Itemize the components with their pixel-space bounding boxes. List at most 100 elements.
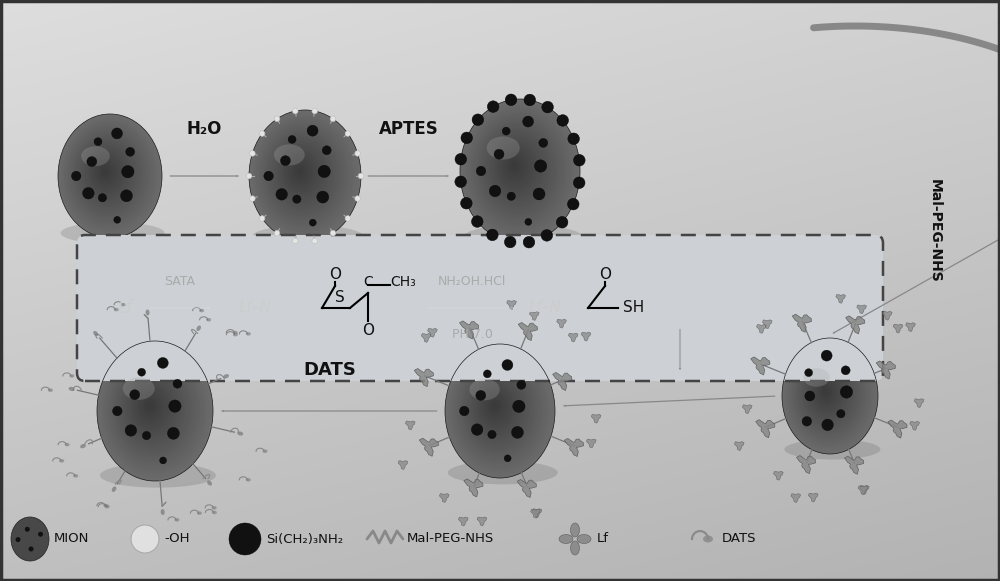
Ellipse shape bbox=[77, 137, 139, 211]
Polygon shape bbox=[876, 361, 895, 379]
Polygon shape bbox=[464, 479, 483, 497]
Ellipse shape bbox=[249, 110, 361, 242]
Text: DATS: DATS bbox=[304, 361, 356, 379]
Ellipse shape bbox=[476, 383, 517, 432]
Circle shape bbox=[805, 369, 813, 376]
Circle shape bbox=[114, 216, 121, 223]
Ellipse shape bbox=[470, 375, 525, 442]
Polygon shape bbox=[517, 479, 536, 497]
Polygon shape bbox=[773, 471, 783, 480]
Circle shape bbox=[293, 195, 301, 203]
Ellipse shape bbox=[465, 369, 531, 449]
Circle shape bbox=[523, 116, 534, 127]
Polygon shape bbox=[477, 517, 487, 526]
Circle shape bbox=[274, 116, 280, 121]
Ellipse shape bbox=[121, 303, 126, 306]
Ellipse shape bbox=[486, 395, 505, 418]
Circle shape bbox=[483, 370, 491, 378]
Ellipse shape bbox=[81, 142, 133, 205]
Polygon shape bbox=[742, 405, 752, 414]
Ellipse shape bbox=[284, 152, 318, 192]
Ellipse shape bbox=[293, 163, 308, 180]
Ellipse shape bbox=[88, 150, 126, 196]
Ellipse shape bbox=[278, 145, 326, 202]
Circle shape bbox=[355, 150, 360, 156]
Text: CH₃: CH₃ bbox=[390, 275, 416, 289]
Circle shape bbox=[317, 191, 329, 203]
Ellipse shape bbox=[786, 343, 873, 448]
Circle shape bbox=[38, 532, 43, 537]
Ellipse shape bbox=[257, 120, 351, 230]
Polygon shape bbox=[857, 305, 866, 314]
Ellipse shape bbox=[261, 124, 347, 225]
Ellipse shape bbox=[817, 381, 836, 404]
Ellipse shape bbox=[142, 397, 158, 415]
Ellipse shape bbox=[464, 103, 576, 238]
Circle shape bbox=[322, 146, 331, 155]
Ellipse shape bbox=[490, 400, 501, 413]
Ellipse shape bbox=[212, 506, 217, 510]
Circle shape bbox=[71, 171, 81, 181]
Ellipse shape bbox=[798, 357, 859, 431]
Circle shape bbox=[259, 131, 265, 137]
Ellipse shape bbox=[271, 137, 334, 211]
Ellipse shape bbox=[488, 397, 503, 415]
Ellipse shape bbox=[99, 343, 211, 479]
Polygon shape bbox=[796, 456, 816, 474]
Ellipse shape bbox=[144, 399, 156, 413]
Ellipse shape bbox=[473, 114, 565, 225]
Ellipse shape bbox=[246, 478, 251, 482]
Ellipse shape bbox=[785, 342, 874, 450]
Ellipse shape bbox=[814, 377, 839, 408]
Ellipse shape bbox=[132, 384, 170, 431]
Circle shape bbox=[556, 217, 568, 228]
Circle shape bbox=[309, 219, 316, 226]
Ellipse shape bbox=[491, 401, 499, 410]
Circle shape bbox=[98, 193, 107, 202]
Ellipse shape bbox=[463, 367, 533, 451]
Circle shape bbox=[330, 230, 336, 236]
Ellipse shape bbox=[570, 541, 580, 555]
Circle shape bbox=[525, 218, 532, 225]
Ellipse shape bbox=[487, 137, 520, 159]
Ellipse shape bbox=[570, 523, 580, 537]
Circle shape bbox=[276, 188, 288, 200]
Circle shape bbox=[494, 149, 504, 159]
Ellipse shape bbox=[471, 377, 523, 439]
Ellipse shape bbox=[294, 164, 306, 178]
Ellipse shape bbox=[460, 99, 580, 243]
Ellipse shape bbox=[782, 338, 878, 454]
Ellipse shape bbox=[480, 123, 556, 214]
Ellipse shape bbox=[134, 386, 168, 428]
Ellipse shape bbox=[462, 101, 578, 241]
Circle shape bbox=[805, 391, 815, 401]
Polygon shape bbox=[792, 314, 811, 332]
Ellipse shape bbox=[448, 461, 558, 485]
Ellipse shape bbox=[73, 474, 78, 478]
Circle shape bbox=[476, 390, 486, 400]
Circle shape bbox=[126, 148, 135, 156]
Ellipse shape bbox=[788, 345, 871, 446]
Ellipse shape bbox=[246, 332, 251, 336]
Ellipse shape bbox=[448, 348, 551, 473]
Ellipse shape bbox=[298, 168, 301, 173]
Polygon shape bbox=[531, 509, 540, 518]
Polygon shape bbox=[893, 324, 903, 333]
Polygon shape bbox=[846, 316, 865, 334]
Ellipse shape bbox=[485, 393, 507, 420]
Ellipse shape bbox=[146, 310, 150, 315]
Ellipse shape bbox=[146, 401, 153, 410]
Circle shape bbox=[502, 360, 513, 371]
Circle shape bbox=[130, 390, 140, 400]
Ellipse shape bbox=[259, 122, 349, 228]
Polygon shape bbox=[734, 442, 744, 450]
Ellipse shape bbox=[478, 385, 515, 430]
Ellipse shape bbox=[252, 225, 364, 248]
Polygon shape bbox=[564, 439, 584, 457]
Ellipse shape bbox=[60, 116, 160, 236]
Polygon shape bbox=[751, 357, 770, 375]
Ellipse shape bbox=[783, 340, 876, 452]
Polygon shape bbox=[553, 372, 572, 390]
Ellipse shape bbox=[69, 127, 149, 223]
Text: DATS: DATS bbox=[722, 533, 757, 546]
